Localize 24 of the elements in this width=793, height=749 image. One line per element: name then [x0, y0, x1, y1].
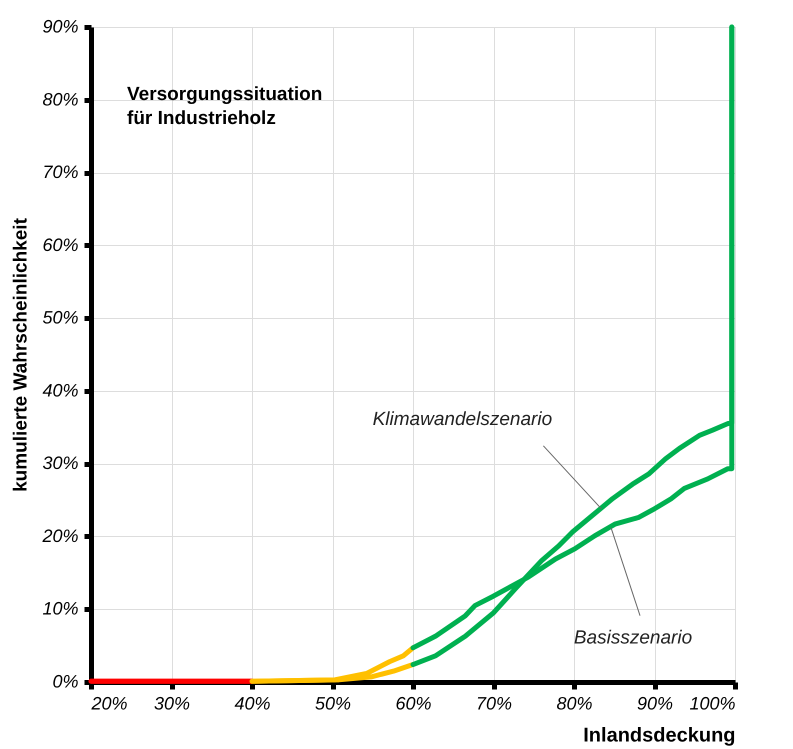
y-tick-label: 30% [42, 453, 78, 474]
x-tick-label: 100% [689, 694, 736, 714]
y-tick-label: 50% [42, 308, 78, 328]
x-tick-label: 30% [154, 694, 190, 714]
x-tick-label: 50% [314, 694, 352, 714]
x-tick-label: 20% [90, 694, 128, 714]
y-tick-label: 20% [41, 526, 78, 546]
y-tick-label: 90% [42, 16, 78, 36]
x-tick-label: 90% [636, 694, 674, 714]
x-axis-title: Inlandsdeckung [583, 724, 736, 746]
y-tick-label: 40% [42, 380, 78, 400]
text: Versorgungssituation für Industrieholz [127, 84, 322, 129]
x-tick-label: 60% [395, 694, 432, 714]
y-axis-title: kumulierte Wahrscheinlichkeit [10, 217, 32, 492]
y-tick-label: 60% [42, 234, 78, 255]
x-tick-label: 70% [476, 694, 512, 714]
annotation: Basisszenario [574, 628, 692, 649]
x-tick-label: 80% [556, 694, 593, 714]
annotation: Klimawandelszenario [372, 408, 552, 430]
x-tick-label: 40% [234, 694, 271, 714]
y-tick-label: 10% [42, 598, 78, 619]
y-tick-label: 70% [42, 162, 78, 182]
y-tick-label: 80% [42, 89, 78, 110]
y-tick-label: 0% [52, 672, 78, 692]
